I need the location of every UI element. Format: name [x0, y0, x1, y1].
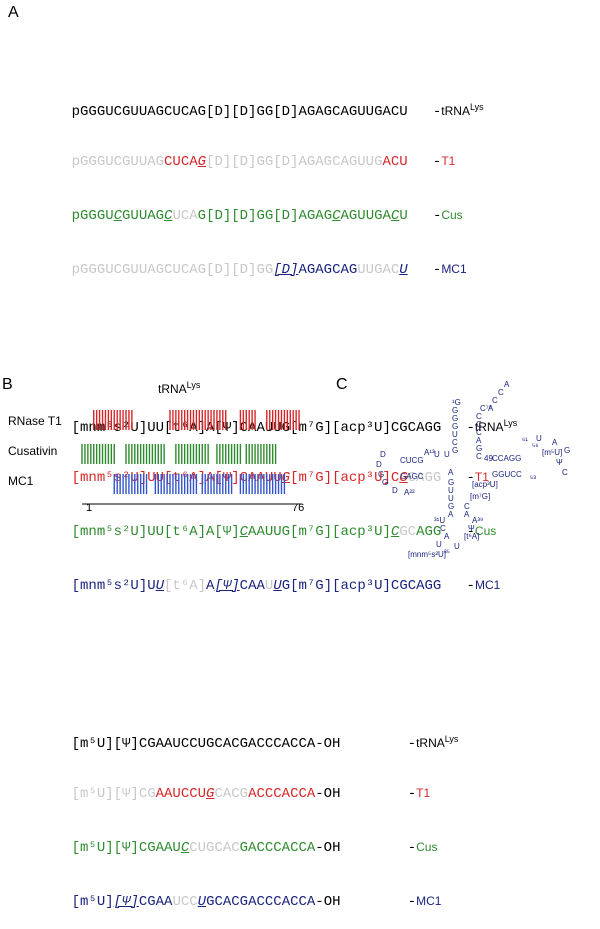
row-label-cus: Cusativin: [8, 444, 57, 458]
clover-residue: C: [498, 388, 504, 397]
clover-residue: U: [454, 542, 460, 551]
clover-residue: U: [444, 450, 450, 459]
clover-residue: [t⁶A]: [464, 532, 479, 541]
clover-residue: ⁵³: [530, 474, 536, 483]
row-label-mc1: MC1: [8, 474, 33, 488]
clover-residue: C: [476, 452, 482, 461]
clover-residue: D: [392, 486, 398, 495]
clover-residue: A¹³: [424, 448, 435, 457]
clover-residue: G: [382, 478, 388, 487]
track-label-cus: Cus: [441, 206, 462, 224]
seq-row-t1-1: pGGGUCGUUAGCUCAG[D][D]GG[D]AGAGCAGUUGACU…: [38, 134, 578, 152]
clover-residue: A: [448, 510, 453, 519]
clover-residue: U: [536, 434, 542, 443]
clover-residue: [mnm⁵s²U]: [408, 550, 446, 559]
clover-residue: GAGC: [400, 472, 424, 481]
seq-row-ref-3: [m⁵U][Ψ]CGAAUCCUGCACGACCCACCA-OH -tRNALy…: [38, 712, 578, 730]
clover-residue: A: [552, 438, 557, 447]
coverage-panel: tRNALys RNase T1 Cusativin MC1 1 76: [8, 376, 308, 536]
seq-row-mc1-2: [mnm⁵s²U]UU[t⁶A]A[Ψ]CAAUUG[m⁷G][acp³U]CG…: [38, 558, 578, 576]
clover-residue: D: [376, 460, 382, 469]
clover-residue: D: [380, 450, 386, 459]
panel-label-a: A: [8, 4, 19, 22]
track-label-ref: tRNALys: [441, 98, 483, 120]
clover-residue: A: [444, 532, 449, 541]
clover-residue: G: [452, 446, 458, 455]
clover-residue: [m⁷G]: [470, 492, 490, 501]
clover-residue: CUCG: [400, 456, 424, 465]
clover-residue: ⁵⁶: [532, 442, 539, 451]
coverage-svg: [78, 396, 308, 526]
clover-residue: U: [436, 540, 442, 549]
seq-row-ref-1: pGGGUCGUUAGCUCAG[D][D]GG[D]AGAGCAGUUGACU…: [38, 80, 578, 98]
clover-residue: CCAGG: [492, 454, 521, 463]
clover-residue: C: [562, 468, 568, 477]
clover-residue: Ψ: [556, 458, 563, 467]
seq-row-t1-3: [m⁵U][Ψ]CGAAUCCUGCACGACCCACCA-OH -T1: [38, 766, 578, 784]
clover-residue: [m⁵U]: [542, 448, 562, 457]
seq-row-mc1-1: pGGGUCGUUAGCUCAG[D][D]GG[D]AGAGCAGUUGACU…: [38, 242, 578, 260]
clover-residue: A: [448, 468, 453, 477]
axis-end: 76: [292, 502, 304, 514]
clover-residue: A²²: [404, 488, 415, 497]
seq-row-cus-3: [m⁵U][Ψ]CGAAUCCUGCACGACCCACCA-OH -Cus: [38, 820, 578, 838]
track-label-t1: T1: [441, 152, 455, 170]
row-label-t1: RNase T1: [8, 414, 62, 428]
clover-residue: A: [504, 380, 509, 389]
cloverleaf-panel: ACCA¹GGGGUCGC⁷²CCCAGCUUA¹³CUCGDDGGGAGCDA…: [346, 380, 596, 540]
clover-residue: [acp³U]: [472, 480, 498, 489]
coverage-title: tRNALys: [158, 380, 200, 396]
clover-residue: G: [564, 446, 570, 455]
track-label-mc1: MC1: [441, 260, 466, 278]
clover-residue: A: [464, 510, 469, 519]
clover-residue: GGUCC: [492, 470, 522, 479]
seq-row-mc1-3: [m⁵U][Ψ]CGAAUCCUGCACGACCCACCA-OH -MC1: [38, 874, 578, 892]
axis-start: 1: [86, 502, 92, 514]
clover-residue: ⁶¹: [522, 436, 528, 445]
seq-row-cus-1: pGGGUCGUUAGCUCAG[D][D]GG[D]AGAGCAGUUGACU…: [38, 188, 578, 206]
